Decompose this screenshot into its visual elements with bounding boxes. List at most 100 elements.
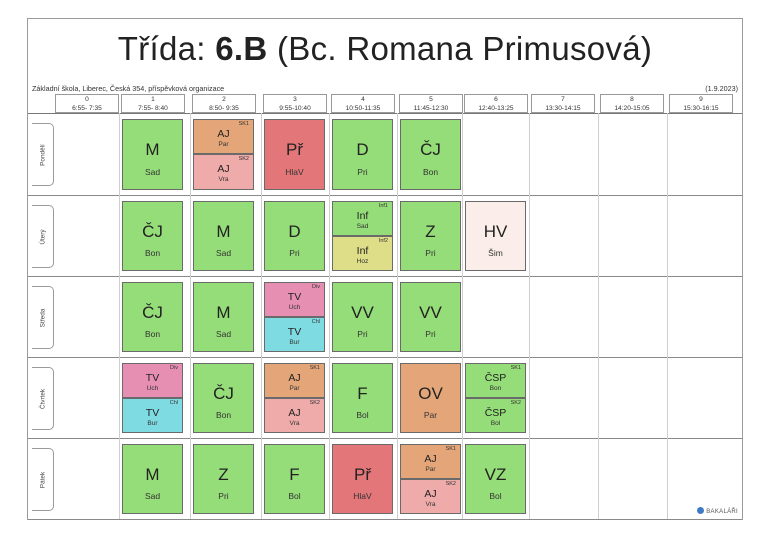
row-separator — [28, 113, 742, 114]
period-header-3: 3 9:55-10:40 — [263, 94, 327, 113]
period-header-2: 2 8:50- 9:35 — [192, 94, 256, 113]
lesson-group-cell: Div TV Uch — [122, 363, 183, 398]
lesson-teacher: Bol — [490, 420, 501, 427]
lesson-teacher: Par — [423, 410, 438, 421]
lesson-teacher: Sad — [144, 166, 161, 177]
period-header-9: 9 15:30-16:15 — [669, 94, 733, 113]
lesson-group-label: Div — [312, 284, 320, 290]
period-time: 14:20-15:05 — [614, 104, 650, 112]
period-time: 10:50-11:35 — [345, 104, 381, 112]
row-separator — [28, 519, 742, 520]
lesson-cell: M Sad — [122, 444, 183, 514]
lesson-subject: Z — [218, 464, 229, 484]
period-number: 3 — [293, 96, 297, 103]
lesson-cell: F Bol — [332, 363, 393, 433]
lesson-group-cell: SK2 AJ Vra — [264, 398, 325, 433]
column-separator — [261, 113, 262, 519]
lesson-cell: OV Par — [400, 363, 461, 433]
lesson-teacher: Pri — [289, 248, 300, 259]
lesson-subject: ČJ — [213, 383, 234, 403]
lesson-subject: AJ — [288, 372, 301, 384]
lesson-teacher: Sad — [215, 329, 232, 340]
day-tab-4: Pátek — [32, 448, 54, 511]
lesson-group-cell: SK1 AJ Par — [264, 363, 325, 398]
period-time: 15:30-16:15 — [683, 104, 719, 112]
lesson-group-cell: SK1 AJ Par — [193, 119, 254, 154]
lesson-teacher: Bon — [489, 385, 502, 392]
lesson-teacher: Pri — [425, 248, 436, 259]
lesson-teacher: Par — [425, 466, 436, 473]
lesson-teacher: HlaV — [285, 166, 304, 177]
lesson-subject: ČJ — [142, 302, 163, 322]
lesson-group-label: SK2 — [238, 156, 249, 162]
lesson-group-label: SK1 — [510, 365, 521, 371]
lesson-group-label: Inf1 — [378, 203, 388, 209]
lesson-cell: Z Pri — [193, 444, 254, 514]
lesson-group-label: Inf2 — [378, 238, 388, 244]
period-time: 12:40-13:25 — [478, 104, 514, 112]
lesson-subject: F — [289, 464, 300, 484]
lesson-cell: ČJ Bon — [122, 282, 183, 352]
lesson-teacher: Pri — [357, 329, 368, 340]
lesson-subject: HV — [483, 221, 508, 241]
lesson-teacher: Bon — [215, 410, 232, 421]
lesson-cell: M Sad — [193, 282, 254, 352]
lesson-teacher: Bon — [144, 329, 161, 340]
lesson-teacher: Šim — [488, 248, 503, 259]
lesson-subject: ČJ — [142, 221, 163, 241]
period-header-5: 5 11:45-12:30 — [399, 94, 463, 113]
lesson-teacher: Bur — [289, 339, 300, 346]
lesson-teacher: Pri — [218, 491, 229, 502]
period-header-1: 1 7:55- 8:40 — [121, 94, 185, 113]
lesson-group-label: SK2 — [309, 400, 320, 406]
period-time: 11:45-12:30 — [413, 104, 449, 112]
column-separator — [190, 113, 191, 519]
period-header-8: 8 14:20-15:05 — [600, 94, 664, 113]
lesson-cell: D Pri — [264, 201, 325, 271]
lesson-teacher: Bon — [144, 248, 161, 259]
lesson-subject: VZ — [484, 464, 507, 484]
lesson-subject: ČSP — [484, 372, 507, 384]
lesson-teacher: Vra — [289, 420, 300, 427]
column-separator — [462, 113, 463, 519]
lesson-cell: M Sad — [122, 119, 183, 190]
lesson-subject: OV — [418, 383, 443, 403]
lesson-subject: TV — [145, 372, 160, 384]
lesson-teacher: Bol — [288, 491, 301, 502]
lesson-group-cell: SK2 AJ Vra — [193, 154, 254, 190]
period-header-0: 0 6:55- 7:35 — [55, 94, 119, 113]
period-time: 9:55-10:40 — [279, 104, 311, 112]
period-header-6: 6 12:40-13:25 — [464, 94, 528, 113]
lesson-subject: AJ — [424, 453, 437, 465]
lesson-group-cell: SK1 AJ Par — [400, 444, 461, 479]
lesson-cell: VV Pri — [400, 282, 461, 352]
lesson-group-label: SK2 — [510, 400, 521, 406]
period-header-4: 4 10:50-11:35 — [331, 94, 395, 113]
lesson-subject: TV — [287, 291, 302, 303]
lesson-cell: Př HlaV — [332, 444, 393, 514]
lesson-teacher: Bon — [422, 166, 439, 177]
period-number: 4 — [361, 96, 365, 103]
lesson-group-label: SK1 — [445, 446, 456, 452]
period-number: 5 — [429, 96, 433, 103]
lesson-subject: Z — [425, 221, 436, 241]
lesson-teacher: Uch — [146, 385, 159, 392]
lesson-group-cell: Inf2 Inf Hoz — [332, 236, 393, 271]
lesson-teacher: Bur — [147, 420, 158, 427]
row-separator — [28, 438, 742, 439]
lesson-group-label: Chl — [169, 400, 178, 406]
lesson-subject: M — [145, 139, 160, 159]
lesson-teacher: Bol — [489, 491, 502, 502]
period-number: 8 — [630, 96, 634, 103]
lesson-cell: F Bol — [264, 444, 325, 514]
lesson-subject: M — [145, 464, 160, 484]
lesson-cell: Z Pri — [400, 201, 461, 271]
lesson-cell: Př HlaV — [264, 119, 325, 190]
lesson-subject: M — [216, 221, 231, 241]
day-tab-3: Čtvrtek — [32, 367, 54, 430]
period-number: 1 — [151, 96, 155, 103]
lesson-teacher: Par — [218, 141, 229, 148]
row-separator — [28, 195, 742, 196]
lesson-subject: TV — [287, 326, 302, 338]
lesson-group-cell: Chl TV Bur — [264, 317, 325, 352]
